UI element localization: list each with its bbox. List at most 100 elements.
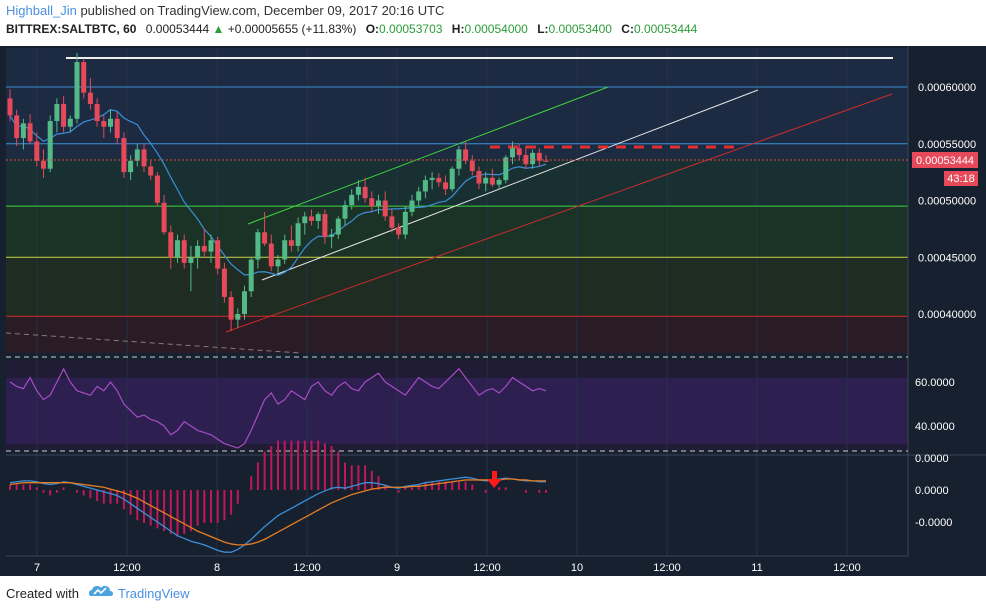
candle-body (154, 175, 160, 203)
candle-body (315, 214, 321, 221)
price-tick-label: 0.00055000 (918, 139, 976, 151)
macd-tick-bottom: -0.0000 (915, 517, 952, 529)
change-value: +0.00005655 (+11.83%) (227, 22, 357, 36)
candle-body (302, 216, 308, 224)
candle-body (101, 121, 107, 127)
candles (7, 52, 549, 332)
macd-tick-top: 0.0000 (915, 453, 949, 465)
low-label: L: (537, 22, 549, 36)
candle-body (248, 259, 254, 292)
candle-body (543, 160, 549, 162)
up-arrow-icon: ▲ (212, 22, 225, 36)
candle-body (449, 168, 455, 190)
candle-body (268, 243, 274, 267)
candle-body (322, 214, 328, 237)
candle-body (282, 240, 288, 260)
last-price: 0.00053444 (145, 22, 210, 36)
price-tick-label: 0.00045000 (918, 252, 976, 264)
rsi-tick-60: 60.0000 (915, 377, 955, 389)
candle-body (262, 232, 268, 244)
signal-line (9, 478, 546, 546)
time-tick-label: 11 (751, 562, 762, 574)
channel-upper-green[interactable] (247, 86, 609, 225)
candle-body (108, 118, 113, 127)
time-tick-label: 12:00 (653, 562, 681, 574)
time-tick-label: 10 (571, 562, 583, 574)
symbol-line: BITTREX:SALTBTC, 60 0.00053444 ▲ +0.0000… (6, 22, 697, 36)
time-tick-label: 7 (34, 562, 40, 574)
candle-body (54, 104, 60, 122)
candle-body (81, 62, 87, 93)
candle-body (483, 177, 489, 184)
macd-tick-zero: 0.0000 (915, 485, 949, 497)
open-label: O: (365, 22, 380, 36)
chart-svg[interactable]: 0.00060000 0.00055000 0.00050000 0.00045000… (0, 46, 986, 576)
candle-body (94, 104, 100, 122)
band-red (6, 317, 908, 353)
tradingview-cloud-icon[interactable] (88, 582, 114, 602)
candle-body (161, 202, 167, 233)
candle-body (362, 186, 368, 199)
candle-body (436, 177, 442, 183)
time-tick-label: 12:00 (833, 562, 861, 574)
candle-body (235, 314, 241, 320)
candle-body (443, 182, 448, 190)
high-value: 0.00054000 (464, 22, 528, 36)
candle-body (402, 211, 408, 235)
band-green (6, 206, 908, 256)
price-axis: 0.00060000 0.00055000 0.00050000 0.00045000… (918, 82, 976, 321)
price-tick-label: 0.00060000 (918, 82, 976, 94)
candle-body (503, 157, 509, 181)
candle-body (7, 98, 13, 116)
countdown-tag (944, 171, 978, 186)
chart-area[interactable]: 0.00060000 0.00055000 0.00050000 0.00045000… (0, 46, 986, 576)
candle-body (335, 218, 341, 235)
candle-body (349, 194, 355, 206)
candle-body (329, 234, 335, 237)
candle-body (456, 149, 462, 169)
candle-body (342, 205, 348, 219)
candle-body (201, 245, 207, 252)
candle-body (168, 232, 174, 258)
candle-body (396, 227, 402, 235)
candle-body (429, 177, 435, 181)
candle-body (195, 245, 201, 258)
candle-body (382, 200, 388, 217)
horizontal-levels (6, 86, 908, 317)
candle-body (27, 123, 33, 142)
channel-lower-red[interactable] (225, 93, 893, 333)
time-tick-label: 9 (394, 562, 400, 574)
candle-body (114, 118, 120, 139)
time-tick-label: 12:00 (473, 562, 501, 574)
price-tick-label: 0.00040000 (918, 309, 976, 321)
rsi-line (9, 367, 547, 449)
candle-body (208, 240, 214, 252)
old-downtrend-dashed[interactable] (5, 332, 301, 354)
band-olive (6, 256, 908, 317)
candle-body (516, 148, 522, 156)
candle-body (489, 177, 495, 185)
candle-body (355, 186, 361, 195)
countdown-tag-text: 43:18 (947, 173, 975, 185)
candle-body (369, 198, 375, 207)
candle-body (476, 170, 482, 184)
candle-body (523, 155, 529, 165)
macd-background (6, 456, 908, 556)
last-price-tag-text: 0.00053444 (916, 155, 974, 167)
candle-body (469, 160, 475, 171)
candle-body (188, 257, 194, 263)
candle-body (389, 216, 395, 228)
candle-body (376, 200, 381, 207)
tradingview-link[interactable]: TradingView (118, 586, 190, 601)
candle-body (141, 149, 147, 167)
channel-middle-white[interactable] (261, 89, 759, 281)
candle-body (181, 240, 187, 263)
rsi-band (6, 378, 908, 444)
time-tick-label: 12:00 (113, 562, 141, 574)
time-axis: 7 12:00 8 12:00 9 12:00 10 12:00 11 12:00 (34, 562, 861, 574)
footer: Created with TradingView (0, 576, 986, 610)
candle-body (134, 149, 140, 161)
author-link[interactable]: Highball_Jin (6, 3, 77, 18)
candle-body (41, 160, 46, 169)
published-text: published on TradingView.com, December 0… (80, 3, 445, 18)
